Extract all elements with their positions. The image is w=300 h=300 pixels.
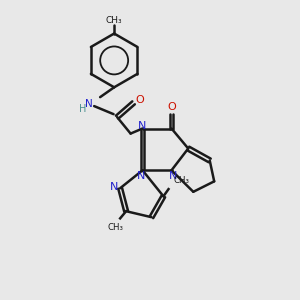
Text: O: O bbox=[167, 102, 176, 112]
Text: CH₃: CH₃ bbox=[174, 176, 190, 185]
Text: CH₃: CH₃ bbox=[108, 223, 124, 232]
Text: N: N bbox=[138, 121, 146, 130]
Text: N: N bbox=[137, 171, 145, 181]
Text: O: O bbox=[135, 95, 144, 105]
Text: H: H bbox=[79, 104, 86, 114]
Text: N: N bbox=[110, 182, 118, 192]
Text: N: N bbox=[169, 171, 177, 181]
Text: CH₃: CH₃ bbox=[106, 16, 122, 25]
Text: N: N bbox=[85, 99, 93, 109]
